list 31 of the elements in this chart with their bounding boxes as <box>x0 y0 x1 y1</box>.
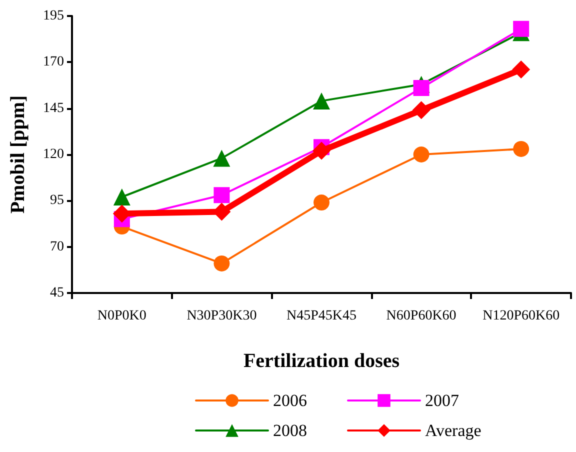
point <box>413 80 430 96</box>
x-tick-label: N0P0K0 <box>97 308 146 324</box>
legend-label: 2006 <box>273 391 307 410</box>
point <box>412 101 430 120</box>
point <box>214 255 230 272</box>
point <box>314 194 330 211</box>
point <box>213 150 230 167</box>
point <box>312 142 330 160</box>
x-tick-label: N30P30K30 <box>186 308 257 324</box>
y-tick-label: 145 <box>43 100 64 116</box>
legend-label: 2008 <box>273 421 307 440</box>
x-tick-label: N45P45K45 <box>286 308 357 324</box>
legend-label: Average <box>425 421 482 440</box>
y-tick-label: 195 <box>43 8 64 24</box>
point <box>214 187 230 204</box>
point <box>113 188 130 206</box>
x-tick-label: N120P60K60 <box>482 308 560 324</box>
point <box>512 60 530 79</box>
point <box>513 140 530 157</box>
point <box>413 146 430 162</box>
point <box>513 20 530 37</box>
y-tick-label: 70 <box>50 239 64 254</box>
x-tick-label: N60P60K60 <box>386 308 456 324</box>
y-axis-title: Pmobil [ppm] <box>7 95 29 214</box>
x-axis-title: Fertilization doses <box>243 350 400 372</box>
y-tick-label: 45 <box>50 286 64 300</box>
point <box>313 92 330 110</box>
y-tick-label: 170 <box>43 54 64 70</box>
legend-label: 2007 <box>425 391 460 410</box>
y-tick-label: 120 <box>43 147 64 162</box>
y-tick-label: 95 <box>50 193 64 208</box>
